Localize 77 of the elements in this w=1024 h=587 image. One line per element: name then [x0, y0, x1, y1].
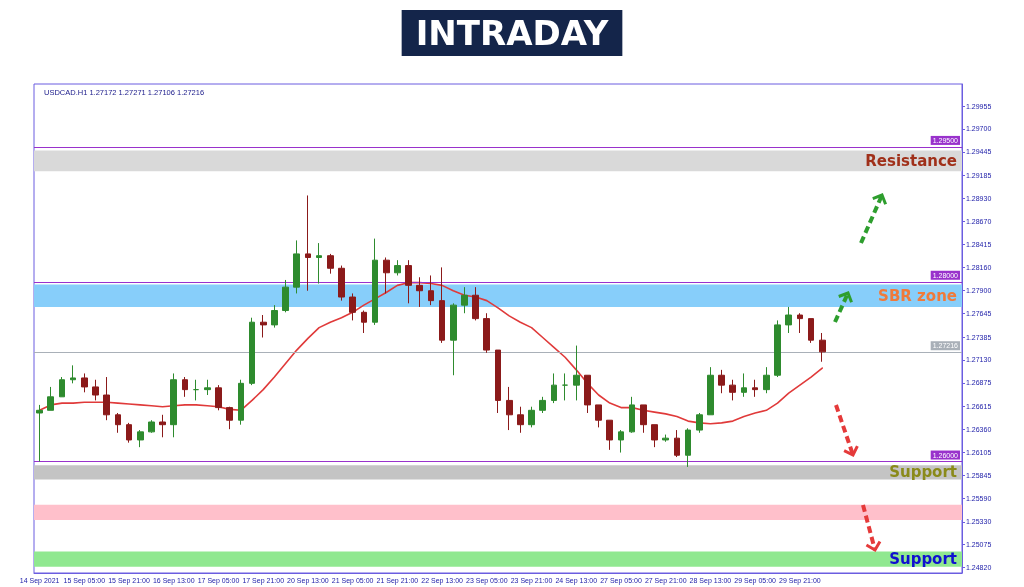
candlestick — [785, 306, 792, 334]
candlestick — [696, 412, 703, 434]
candlestick — [517, 406, 524, 434]
candlestick — [271, 304, 278, 329]
candlestick — [372, 238, 378, 326]
candlestick — [450, 302, 457, 376]
candlestick — [383, 256, 390, 294]
band-label: Resistance — [865, 151, 957, 170]
candlestick — [461, 286, 468, 314]
candlestick — [349, 292, 356, 321]
candlestick — [573, 345, 580, 401]
candlestick — [729, 379, 736, 401]
candlestick — [808, 318, 814, 344]
candlestick — [539, 396, 546, 414]
candlestick — [629, 396, 635, 434]
candlestick — [305, 194, 311, 292]
candlestick — [249, 317, 255, 386]
candlestick — [718, 369, 725, 394]
candlestick — [260, 314, 267, 338]
candlestick — [551, 372, 557, 404]
candlestick — [137, 429, 144, 448]
candlestick — [472, 286, 479, 321]
candlestick — [819, 332, 826, 363]
candlestick — [640, 404, 647, 434]
candlestick — [126, 422, 132, 444]
candlestick — [238, 379, 244, 426]
band-label: Support — [889, 550, 957, 569]
candlestick — [193, 379, 199, 401]
candlestick — [327, 253, 334, 275]
candlestick — [170, 372, 177, 438]
candlestick — [282, 279, 289, 313]
candlestick — [651, 424, 658, 448]
candlestick — [774, 319, 781, 378]
candlestick — [595, 404, 602, 428]
candlestick — [293, 239, 300, 294]
candlestick — [562, 372, 568, 401]
candlestick — [797, 312, 803, 334]
candlestick — [316, 242, 322, 285]
candlestick — [752, 379, 758, 398]
candlestick — [70, 364, 76, 384]
candlestick — [584, 374, 591, 414]
candlestick — [606, 419, 613, 451]
candlestick — [182, 376, 188, 398]
candlestick — [81, 372, 88, 393]
candlestick — [59, 376, 65, 398]
candlestick — [226, 406, 233, 430]
candlestick — [159, 414, 166, 438]
candlestick — [483, 312, 490, 354]
candlestick — [103, 376, 110, 421]
candlestick — [662, 434, 669, 443]
candlestick — [36, 404, 43, 463]
candlestick — [215, 384, 222, 411]
candlestick — [92, 379, 99, 401]
candlestick — [148, 419, 155, 434]
band-label: SBR zone — [878, 286, 957, 305]
candlestick — [204, 379, 211, 396]
candlestick — [618, 429, 624, 454]
candlestick — [685, 427, 691, 468]
candlestick — [741, 372, 747, 398]
band-label: Support — [889, 463, 957, 482]
candlestick — [47, 386, 54, 411]
candlestick — [428, 274, 434, 306]
candlestick — [416, 276, 423, 308]
chart-title: INTRADAY — [415, 13, 609, 53]
candlestick — [361, 310, 367, 334]
candlestick — [115, 412, 121, 434]
candlestick — [405, 259, 412, 304]
candlestick — [763, 366, 770, 394]
candlestick — [674, 429, 680, 458]
candlestick — [338, 265, 345, 302]
candlestick — [707, 366, 714, 416]
candlestick — [439, 266, 445, 344]
line-series — [38, 281, 824, 425]
candlestick — [528, 406, 535, 428]
candlestick — [394, 259, 401, 276]
candlestick — [495, 349, 501, 414]
candlestick — [506, 386, 513, 431]
